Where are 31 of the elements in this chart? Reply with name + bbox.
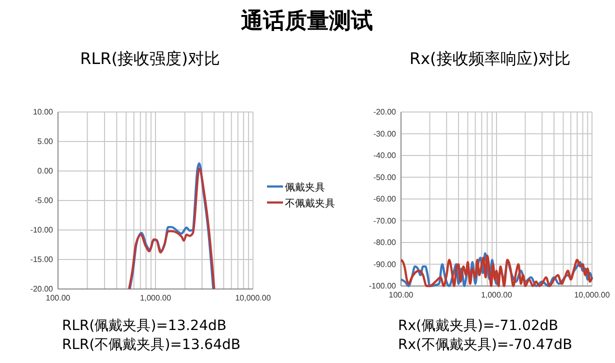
text: RLR(佩戴夹具)=13.24dB xyxy=(62,318,226,334)
y-tick-label: -80.00 xyxy=(373,238,397,248)
y-tick-label: -100.00 xyxy=(368,282,397,291)
y-tick-label: -20.00 xyxy=(373,108,397,117)
y-tick-label: 10.00 xyxy=(32,108,54,117)
y-tick-label: -40.00 xyxy=(373,151,397,160)
text: RLR(不佩戴夹具)=13.64dB xyxy=(62,337,240,353)
x-tick-label: 10,000.00 xyxy=(574,290,610,300)
text: 通话质量测试 xyxy=(240,9,373,34)
y-tick-label: -30.00 xyxy=(373,129,397,138)
legend-label: 佩戴夹具 xyxy=(285,182,325,194)
y-tick-label: -70.00 xyxy=(373,216,397,226)
y-tick-label: -5.00 xyxy=(34,196,54,206)
text: Rx(不佩戴夹具)=-70.47dB xyxy=(398,337,572,353)
x-tick-label: 1,000.00 xyxy=(140,294,172,303)
y-tick-label: -60.00 xyxy=(373,194,397,204)
x-tick-label: 100.00 xyxy=(46,294,71,303)
y-tick-label: -50.00 xyxy=(373,172,397,182)
y-tick-label: -15.00 xyxy=(30,255,54,264)
y-tick-label: -20.00 xyxy=(30,284,54,294)
x-tick-label: 1,000.00 xyxy=(480,290,513,300)
x-tick-label: 100.00 xyxy=(388,290,414,300)
legend-label: 不佩戴夹具 xyxy=(285,198,335,210)
chart-subtitle: Rx(接收频率响应)对比 xyxy=(409,49,571,68)
text: Rx(佩戴夹具)=-71.02dB xyxy=(398,318,558,334)
y-tick-label: -10.00 xyxy=(30,226,54,235)
x-tick-label: 10,000.00 xyxy=(235,294,272,303)
y-tick-label: 0.00 xyxy=(37,166,54,176)
y-tick-label: 5.00 xyxy=(37,137,54,146)
y-tick-label: -90.00 xyxy=(373,260,397,269)
chart-subtitle: RLR(接收强度)对比 xyxy=(80,49,220,68)
